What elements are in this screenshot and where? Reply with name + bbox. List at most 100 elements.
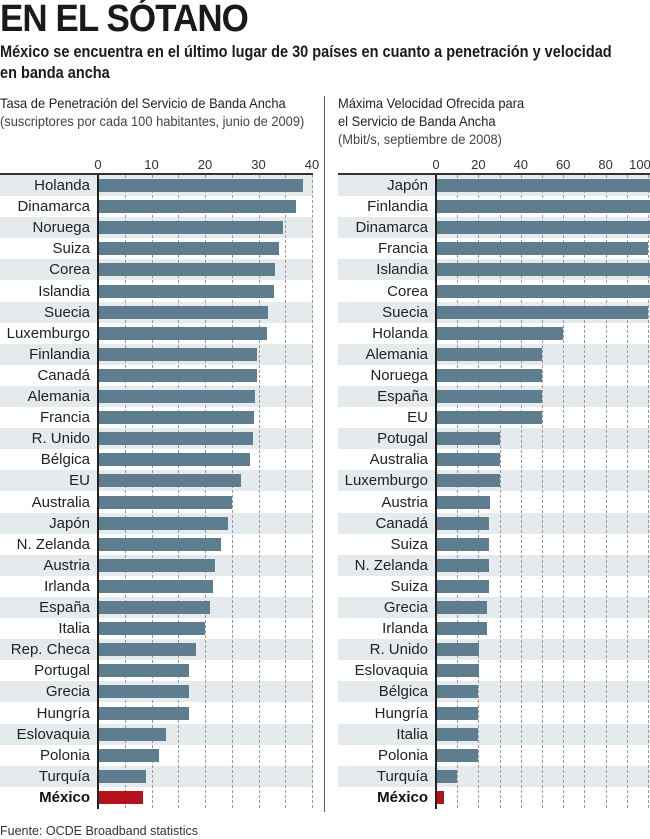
right-bar: [437, 432, 500, 446]
right-category-label: Polonia: [377, 746, 428, 764]
left-category-label: Luxemburgo: [6, 324, 90, 342]
left-category-label: Rep. Checa: [10, 641, 90, 659]
left-category-label: España: [39, 599, 90, 616]
right-category-label: Irlanda: [382, 620, 428, 638]
right-bar: [437, 601, 487, 614]
left-bar: [99, 790, 143, 804]
left-bar: [99, 643, 196, 657]
right-category-label: Canadá: [375, 514, 428, 532]
right-bar: [437, 685, 479, 699]
left-chart-title-main: Tasa de Penetración del Servicio de Band…: [0, 95, 286, 111]
left-bar: [99, 242, 279, 256]
right-category-label: Suiza: [390, 535, 428, 553]
left-category-label: Francia: [39, 409, 90, 427]
left-category-label: Hungría: [36, 704, 90, 722]
left-bar: [99, 685, 189, 699]
left-bar: [99, 368, 258, 382]
source-note: Fuente: OCDE Broadband statistics: [0, 824, 199, 838]
chart-divider: [324, 96, 325, 812]
left-bar: [99, 474, 241, 488]
right-gridline: [520, 175, 522, 808]
right-bar: [437, 221, 650, 235]
right-bar: [437, 516, 489, 530]
left-bar: [99, 221, 284, 235]
left-category-label: EU: [69, 472, 90, 490]
left-bar: [99, 390, 256, 403]
right-gridline: [584, 175, 586, 808]
left-category-label: Austria: [43, 556, 90, 574]
right-row-band: [338, 765, 650, 787]
right-category-label: Francia: [377, 240, 428, 258]
right-category-label: Islandia: [376, 261, 428, 279]
right-row-band: [338, 512, 650, 534]
left-bar: [99, 411, 255, 425]
left-category-label: Portugal: [34, 662, 90, 680]
right-category-label: Corea: [387, 282, 428, 300]
left-bar: [99, 516, 228, 530]
right-category-label: Holanda: [372, 324, 428, 342]
left-bar: [99, 347, 258, 361]
right-gridline: [648, 175, 649, 808]
right-row-band: [338, 554, 650, 576]
right-bar: [437, 453, 500, 467]
left-bar: [99, 453, 251, 467]
left-bar: [99, 200, 297, 214]
right-gridline: [605, 175, 607, 808]
right-bar: [437, 558, 489, 572]
right-category-label: Austria: [381, 493, 428, 511]
right-bar: [437, 326, 564, 340]
left-category-label: Bélgica: [40, 451, 90, 469]
right-chart-title-main: Máxima Velocidad Ofrecida para el Servic…: [338, 95, 525, 129]
left-gridline: [285, 175, 287, 808]
right-tick-label: 0: [432, 157, 440, 172]
left-chart-title-note: (suscriptores por cada 100 habitantes, j…: [0, 113, 305, 129]
left-chart-title: Tasa de Penetración del Servicio de Band…: [0, 94, 317, 130]
left-gridline: [124, 175, 126, 808]
left-category-label: Australia: [31, 493, 90, 511]
left-category-label: Dinamarca: [17, 198, 90, 216]
left-tick-label: 40: [304, 157, 320, 172]
right-bar: [437, 769, 458, 783]
right-category-label: Eslovaquia: [354, 662, 428, 680]
right-bar: [437, 622, 487, 636]
left-bar: [99, 284, 274, 298]
right-bar: [437, 748, 479, 762]
left-bar: [99, 769, 146, 783]
right-tick-label: 40: [513, 157, 529, 172]
left-category-label: Canadá: [37, 366, 90, 384]
right-category-label: Turquía: [376, 767, 428, 785]
left-category-label: Irlanda: [44, 577, 90, 595]
left-bar: [99, 537, 222, 551]
left-category-label: Noruega: [32, 219, 90, 237]
right-bar: [437, 664, 480, 678]
right-bar: [437, 305, 648, 319]
right-category-label: Japón: [387, 177, 428, 194]
left-bar: [99, 558, 216, 572]
left-axis-line: [97, 174, 99, 809]
left-bar: [99, 179, 303, 192]
left-category-label: Turquía: [38, 767, 90, 785]
right-bar: [437, 706, 479, 720]
left-bar: [99, 601, 210, 614]
left-gridline: [258, 175, 260, 808]
right-bar: [437, 727, 479, 741]
left-gridline: [312, 175, 313, 808]
right-bar: [437, 495, 491, 509]
left-bar: [99, 263, 275, 277]
right-tick-label: 20: [471, 157, 486, 172]
left-bar: [99, 305, 268, 319]
right-category-label: R. Unido: [369, 641, 428, 659]
right-category-label: Suecia: [382, 303, 428, 321]
right-axis-line: [435, 174, 437, 809]
right-gridline: [478, 175, 480, 808]
right-category-label: EU: [407, 409, 428, 427]
right-bar: [437, 368, 542, 382]
left-gridline: [151, 175, 153, 808]
right-category-label: Bélgica: [378, 683, 428, 701]
left-category-label: Holanda: [34, 177, 90, 194]
left-category-label: Grecia: [45, 683, 90, 701]
right-bar: [437, 790, 444, 804]
right-category-label: Noruega: [370, 366, 428, 384]
left-bar: [99, 664, 190, 678]
